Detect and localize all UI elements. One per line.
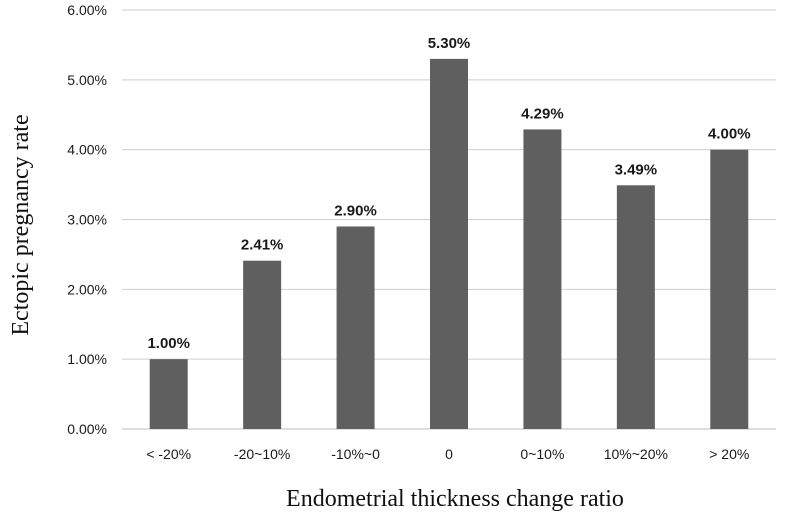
data-label: 3.49% (615, 161, 658, 178)
y-tick-label: 0.00% (67, 421, 107, 437)
bar (149, 359, 188, 429)
bar (336, 226, 375, 429)
y-tick-label: 3.00% (67, 212, 107, 228)
y-tick-label: 5.00% (67, 72, 107, 88)
data-label: 4.00% (708, 126, 751, 143)
x-axis-title: Endometrial thickness change ratio (286, 486, 624, 512)
x-tick-label: 0~10% (520, 446, 564, 462)
x-tick-label: -20~10% (234, 446, 290, 462)
x-tick-label: 0 (445, 446, 453, 462)
data-labels: 1.00% 2.41% 2.90% 5.30% 4.29% 3.49% 4.00% (147, 35, 750, 352)
x-tick-label: < -20% (146, 446, 191, 462)
y-tick-label: 1.00% (67, 351, 107, 367)
bar (430, 58, 468, 430)
bar (616, 185, 655, 429)
y-tick-label: 6.00% (67, 2, 107, 18)
bar (710, 149, 749, 429)
bars (149, 58, 749, 430)
data-label: 2.41% (241, 237, 284, 254)
data-label: 2.90% (334, 202, 377, 219)
x-tick-label: 10%~20% (604, 446, 668, 462)
data-label: 5.30% (428, 35, 471, 52)
y-tick-label: 2.00% (67, 281, 107, 297)
x-tick-label: -10%~0 (331, 446, 380, 462)
x-tick-label: > 20% (709, 446, 749, 462)
bar (243, 260, 282, 429)
bar (523, 129, 562, 430)
y-tick-label: 4.00% (67, 142, 107, 158)
data-label: 4.29% (521, 105, 564, 122)
y-axis-title: Ectopic pregnancy rate (8, 114, 34, 335)
data-label: 1.00% (147, 335, 190, 352)
x-tick-labels: < -20% -20~10% -10%~0 0 0~10% 10%~20% > 20% (146, 446, 749, 462)
y-tick-labels: 0.00% 1.00% 2.00% 3.00% 4.00% 5.00% 6.00% (67, 2, 107, 437)
